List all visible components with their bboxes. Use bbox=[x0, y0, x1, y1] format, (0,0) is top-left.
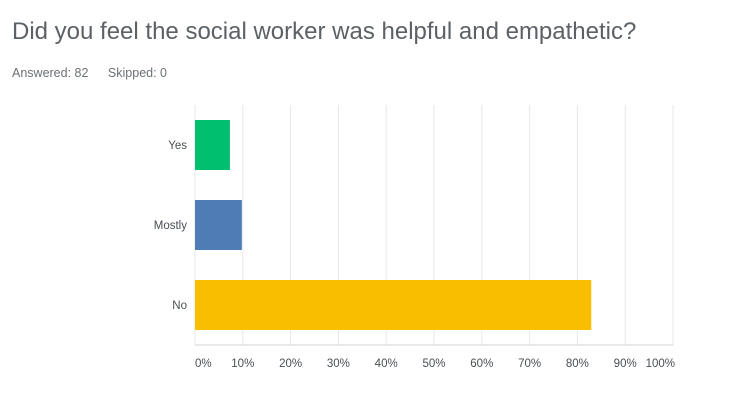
bar-yes[interactable] bbox=[195, 120, 230, 170]
chart-bars bbox=[195, 120, 592, 330]
category-label: Mostly bbox=[154, 220, 187, 232]
x-tick-label: 10% bbox=[231, 358, 254, 370]
x-tick-labels: 0% 10% 20% 30% 40% 50% 60% 70% 80% 90% 100% bbox=[195, 358, 675, 370]
response-stats: Answered: 82 Skipped: 0 bbox=[12, 66, 183, 80]
question-title: Did you feel the social worker was helpf… bbox=[12, 18, 637, 45]
x-tick-label: 50% bbox=[422, 358, 445, 370]
category-label: No bbox=[172, 300, 187, 312]
x-tick-label: 80% bbox=[566, 358, 589, 370]
bar-mostly[interactable] bbox=[195, 200, 242, 250]
x-tick-label: 70% bbox=[518, 358, 541, 370]
x-tick-label: 0% bbox=[195, 358, 212, 370]
category-label: Yes bbox=[168, 140, 187, 152]
x-tick-label: 60% bbox=[470, 358, 493, 370]
x-tick-label: 100% bbox=[646, 358, 675, 370]
skipped-count: Skipped: 0 bbox=[107, 66, 167, 80]
answered-count: Answered: 82 bbox=[12, 66, 89, 80]
bar-no[interactable] bbox=[195, 280, 592, 330]
x-tick-label: 90% bbox=[614, 358, 637, 370]
category-labels: Yes Mostly No bbox=[154, 140, 187, 312]
x-tick-label: 40% bbox=[375, 358, 398, 370]
x-tick-label: 30% bbox=[327, 358, 350, 370]
x-tick-label: 20% bbox=[279, 358, 302, 370]
